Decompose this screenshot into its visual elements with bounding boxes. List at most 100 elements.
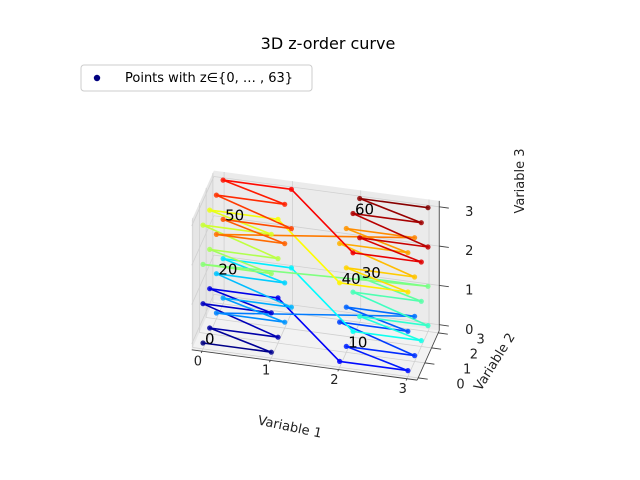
data-point <box>357 274 363 280</box>
z-tick-label: 0 <box>465 323 473 338</box>
data-point <box>268 310 274 316</box>
data-point <box>405 289 411 295</box>
curve-segment <box>222 218 293 230</box>
curve-segment <box>222 179 293 191</box>
x-tick-label: 0 <box>194 354 202 369</box>
data-point <box>220 216 226 222</box>
data-point <box>213 310 219 316</box>
data-point <box>220 295 226 301</box>
curve-segment <box>215 233 286 245</box>
point-annotation: 60 <box>355 201 374 219</box>
data-point <box>288 304 294 310</box>
curve-segment <box>202 302 279 339</box>
data-point <box>268 349 274 355</box>
curve-segment <box>345 266 409 293</box>
curve-segment <box>338 281 409 293</box>
curve-segment <box>358 315 423 342</box>
curve-segment <box>338 321 409 333</box>
y-tick <box>424 362 435 365</box>
x-tick-label: 1 <box>262 364 270 379</box>
curve-segment <box>338 242 409 254</box>
data-point <box>343 225 349 232</box>
data-point <box>337 319 343 325</box>
grid-line <box>269 310 293 361</box>
legend-label: Points with z∈{0, … , 63} <box>125 71 293 86</box>
data-point <box>282 241 288 247</box>
curve-segment <box>215 194 293 230</box>
data-point <box>268 231 274 237</box>
z-tick <box>439 324 449 327</box>
data-points <box>200 177 431 374</box>
y-axis-line <box>416 330 440 381</box>
data-point <box>337 358 343 364</box>
data-point <box>207 246 213 252</box>
point-annotation: 30 <box>362 264 381 282</box>
data-point <box>207 325 213 331</box>
curve-segment <box>277 297 341 363</box>
curve-segment <box>352 212 429 248</box>
grid-line <box>191 294 215 345</box>
data-point <box>207 286 213 292</box>
data-point <box>412 274 418 280</box>
data-point <box>418 338 424 344</box>
curve-segment <box>222 297 293 309</box>
point-annotation: 40 <box>342 270 361 288</box>
grid-line <box>191 176 215 227</box>
data-point <box>357 235 363 241</box>
data-point <box>282 280 288 286</box>
curve-segment <box>358 237 429 248</box>
curve-segment <box>202 342 273 354</box>
curve-segment <box>202 302 273 314</box>
data-point <box>207 207 213 213</box>
curve-segment <box>352 330 423 342</box>
curve-segment <box>345 345 416 357</box>
data-point <box>200 261 206 267</box>
curve-segment <box>202 263 429 288</box>
data-point <box>412 235 418 241</box>
z-order-curve <box>202 179 429 372</box>
curve-segment <box>352 291 423 303</box>
curve-segment <box>202 263 273 275</box>
data-point <box>418 220 424 226</box>
curve-segment <box>358 197 429 209</box>
data-point <box>405 368 411 374</box>
data-point <box>350 250 356 256</box>
x-tick <box>200 350 203 354</box>
y-tick-label: 2 <box>470 348 478 363</box>
curve-segment <box>352 212 423 224</box>
z-tick-label: 2 <box>465 244 473 259</box>
grid-line <box>191 254 215 305</box>
data-point <box>337 240 343 247</box>
grid-line <box>192 347 419 379</box>
curve-segment <box>208 248 273 275</box>
point-annotation: 50 <box>225 206 244 224</box>
legend-frame <box>80 64 313 92</box>
curve-segment <box>208 327 273 354</box>
data-point <box>282 319 288 325</box>
data-point <box>288 186 294 192</box>
data-point <box>288 226 294 232</box>
curve-segment <box>215 272 293 309</box>
curve-segment <box>208 248 279 260</box>
data-point <box>350 210 356 217</box>
x-tick-label: 2 <box>330 373 338 388</box>
data-point <box>425 205 431 211</box>
data-point <box>418 259 424 265</box>
x-tick <box>405 378 408 381</box>
curve-segment <box>215 312 416 318</box>
data-point <box>200 301 206 307</box>
data-point <box>350 289 356 295</box>
curve-segment <box>345 266 416 278</box>
y-tick <box>431 347 442 350</box>
z-tick-label: 1 <box>465 283 473 298</box>
point-annotation: 10 <box>348 333 367 351</box>
axis-panes <box>191 170 440 381</box>
grid-line <box>191 215 215 266</box>
grid-line <box>213 215 440 247</box>
data-point <box>425 323 431 329</box>
curve-segment <box>352 291 429 327</box>
data-point <box>288 265 294 271</box>
